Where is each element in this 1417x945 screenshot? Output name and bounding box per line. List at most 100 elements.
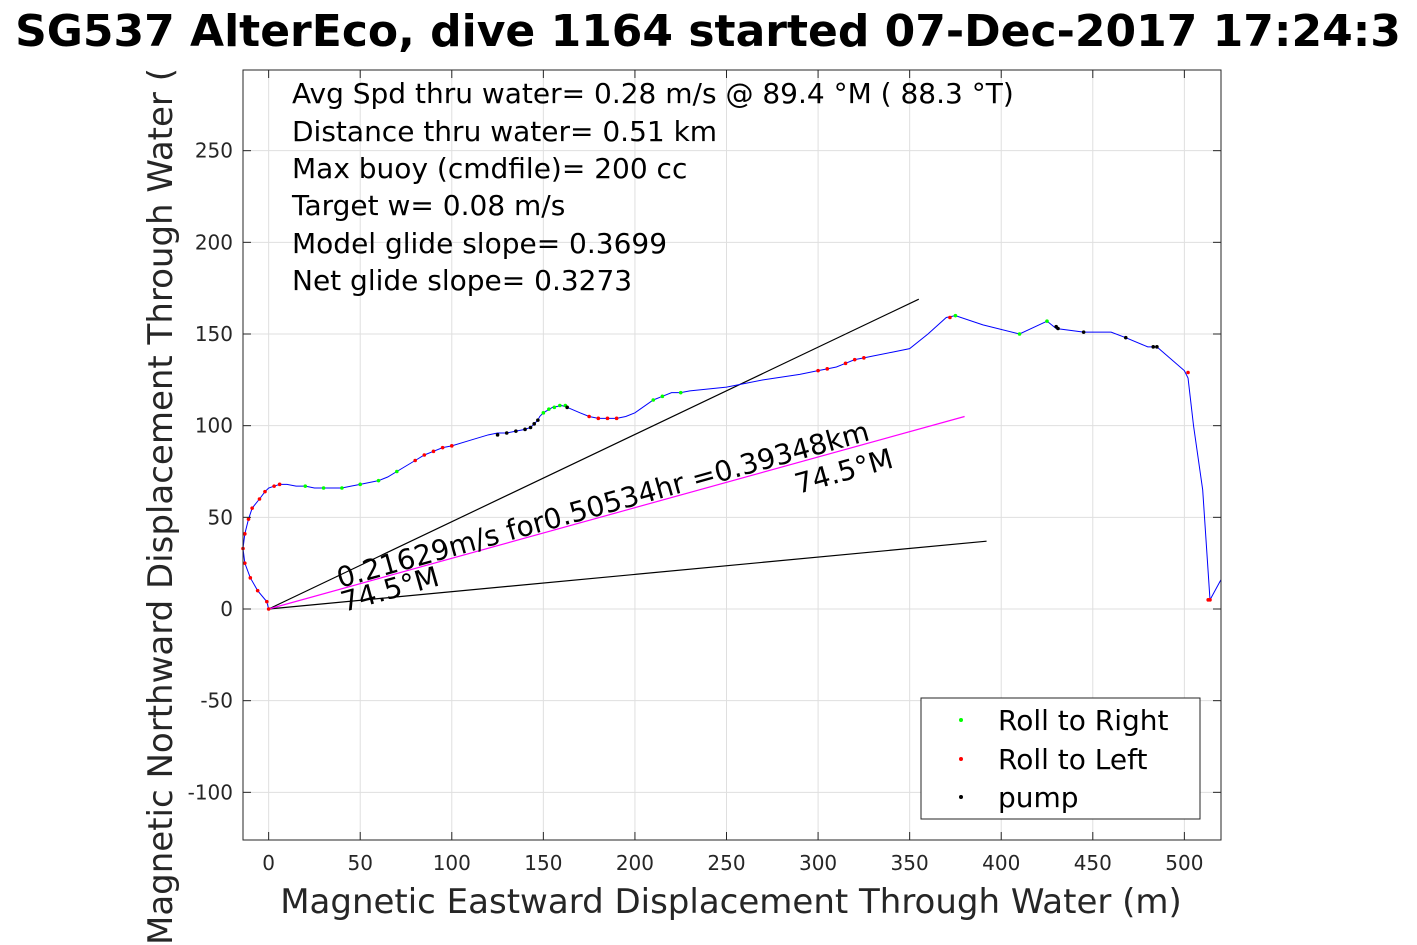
legend-marker-pump: [959, 795, 963, 799]
point-roll-to-left: [605, 416, 610, 421]
point-roll-to-left: [449, 444, 454, 448]
point-pump: [514, 429, 518, 433]
current-vector-line: [268, 415, 965, 610]
legend-label-roll-left: Roll to Left: [998, 743, 1147, 776]
point-pump: [495, 433, 500, 437]
y-tick-label: 150: [195, 322, 233, 346]
point-roll-to-left: [272, 484, 276, 488]
y-tick-label: -50: [200, 689, 233, 713]
x-tick-label: 100: [433, 851, 471, 875]
x-axis-label: Magnetic Eastward Displacement Through W…: [280, 882, 1182, 922]
plot-frame: [242, 69, 1222, 841]
y-tick-label: 0: [220, 597, 233, 621]
annotation-max-buoy: Max buoy (cmdfile)= 200 cc: [292, 152, 687, 185]
x-tick-label: 450: [1074, 851, 1112, 875]
point-roll-to-left: [257, 497, 262, 501]
point-roll-to-left: [265, 599, 269, 604]
plot-area: 0 50 100 150 200 250 300 350 400 450 500 -100 -50 0 5…: [188, 69, 1222, 875]
point-roll-to-left: [246, 517, 251, 521]
point-pump: [565, 405, 569, 410]
point-roll-to-right: [552, 405, 557, 410]
point-roll-to-right: [660, 394, 665, 399]
y-tick-label: 250: [195, 139, 233, 163]
point-roll-to-right: [541, 411, 546, 415]
y-tick-label: 200: [195, 230, 233, 254]
point-roll-to-left: [250, 506, 254, 510]
point-pump: [504, 431, 509, 435]
annotation-target-w: Target w= 0.08 m/s: [291, 189, 565, 222]
point-pump: [1123, 335, 1128, 340]
x-tick-label: 50: [347, 851, 372, 875]
x-axis-ticks: 0 50 100 150 200 250 300 350 400 450 500: [262, 70, 1203, 875]
point-roll-to-left: [862, 356, 866, 360]
point-pump: [536, 418, 540, 422]
legend-label-roll-right: Roll to Right: [998, 704, 1169, 737]
point-roll-to-left: [948, 315, 952, 320]
point-roll-to-right: [376, 478, 381, 483]
x-tick-label: 350: [891, 851, 929, 875]
point-roll-to-right: [321, 486, 326, 490]
point-roll-to-right: [651, 398, 656, 402]
point-roll-to-left: [243, 561, 247, 565]
point-roll-to-right: [547, 407, 551, 411]
point-roll-to-right: [953, 313, 958, 318]
point-roll-to-left: [422, 453, 427, 457]
track-series: [242, 315, 1222, 610]
point-roll-to-left: [816, 368, 820, 373]
legend-label-pump: pump: [998, 781, 1079, 814]
point-pump: [1056, 326, 1060, 331]
x-tick-label: 200: [616, 851, 654, 875]
point-roll-to-left: [852, 357, 857, 362]
guide-lines: [268, 298, 987, 610]
point-roll-to-right: [395, 469, 399, 474]
legend-marker-roll-left: [959, 757, 963, 761]
point-roll-to-left: [825, 367, 830, 371]
annotation-distance: Distance thru water= 0.51 km: [292, 115, 717, 148]
point-roll-to-left: [614, 416, 619, 421]
point-roll-to-left: [277, 482, 282, 487]
legend: Roll to Right Roll to Left pump: [920, 697, 1201, 820]
point-roll-to-left: [587, 414, 591, 419]
x-tick-label: 0: [262, 851, 275, 875]
point-roll-to-right: [558, 403, 562, 408]
x-tick-label: 150: [524, 851, 562, 875]
stats-annotations: Avg Spd thru water= 0.28 m/s @ 89.4 °M (…: [291, 77, 1014, 297]
point-roll-to-right: [358, 482, 363, 487]
point-roll-to-right: [340, 486, 344, 490]
legend-box: [920, 697, 1201, 820]
point-roll-to-left: [440, 445, 445, 450]
annotation-model-glide: Model glide slope= 0.3699: [292, 227, 667, 260]
point-roll-to-left: [843, 361, 848, 366]
legend-marker-roll-right: [959, 718, 963, 722]
point-roll-to-left: [431, 449, 436, 454]
point-roll-to-right: [1017, 332, 1022, 336]
point-roll-to-right: [678, 390, 683, 395]
point-roll-to-left: [243, 532, 247, 536]
point-pump: [1155, 345, 1159, 349]
point-roll-to-left: [248, 576, 253, 580]
point-roll-to-left: [266, 607, 271, 611]
x-tick-label: 250: [707, 851, 745, 875]
model-glide-line: [268, 298, 920, 610]
point-pump: [1081, 330, 1086, 334]
y-axis-ticks: -100 -50 0 50 100 150 200 250: [188, 139, 1221, 804]
y-tick-label: 100: [195, 414, 233, 438]
point-pump: [523, 427, 527, 432]
point-roll-to-left: [255, 588, 260, 593]
point-pump: [1151, 345, 1156, 349]
x-tick-label: 400: [982, 851, 1020, 875]
point-roll-to-right: [1045, 319, 1049, 323]
track-line: [242, 315, 1222, 610]
annotation-net-glide: Net glide slope= 0.3273: [292, 264, 632, 297]
point-roll-to-left: [263, 489, 267, 494]
chart-title: SG537 AlterEco, dive 1164 started 07-Dec…: [15, 6, 1401, 57]
y-tick-label: 50: [208, 505, 233, 529]
point-roll-to-left: [413, 458, 417, 463]
net-glide-line: [268, 540, 987, 610]
annotation-avg-speed: Avg Spd thru water= 0.28 m/s @ 89.4 °M (…: [292, 77, 1014, 110]
point-roll-to-left: [1208, 598, 1212, 602]
x-tick-label: 500: [1165, 851, 1203, 875]
y-tick-label: -100: [188, 780, 233, 804]
point-pump: [528, 425, 533, 430]
